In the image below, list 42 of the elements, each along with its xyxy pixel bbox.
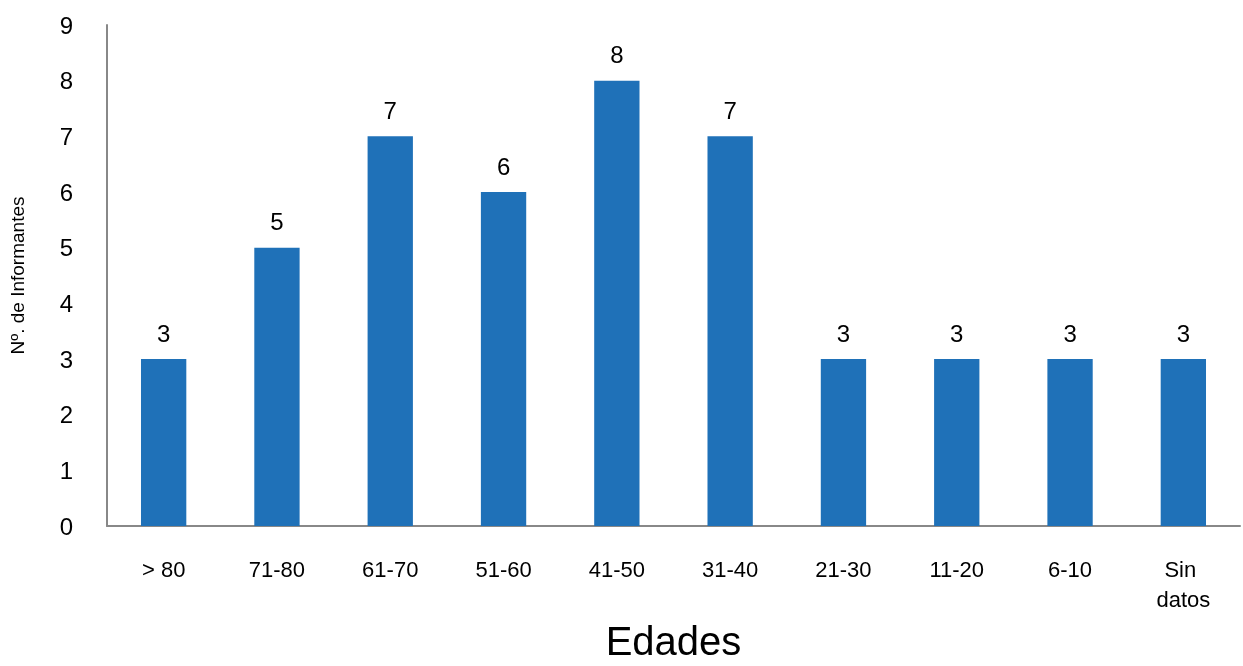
y-tick-label: 3 xyxy=(59,345,73,373)
data-label: 7 xyxy=(723,96,737,124)
data-label: 8 xyxy=(610,41,624,69)
y-tick-label: 5 xyxy=(59,234,73,262)
bar xyxy=(820,359,867,526)
data-label: 6 xyxy=(496,152,511,180)
y-tick-label: 1 xyxy=(59,456,73,484)
bar xyxy=(594,80,640,526)
x-tick-label: 31-40 xyxy=(702,556,759,582)
x-tick-label: 71-80 xyxy=(248,556,306,582)
data-label: 7 xyxy=(383,96,397,124)
y-tick-label: 2 xyxy=(59,401,73,429)
y-tick-label: 9 xyxy=(59,11,73,39)
x-tick-label: 61-70 xyxy=(362,556,419,582)
data-label: 3 xyxy=(156,319,171,347)
bar xyxy=(1160,359,1207,526)
y-tick-label: 0 xyxy=(59,512,73,540)
x-axis-title: Edades xyxy=(605,619,742,663)
bar xyxy=(934,359,980,526)
x-tick-label: 21-30 xyxy=(815,556,872,582)
x-tick-label: > 80 xyxy=(141,556,186,582)
bar xyxy=(480,192,527,526)
bar xyxy=(367,136,413,526)
bar xyxy=(707,136,753,526)
x-tick-label: 51-60 xyxy=(475,556,532,582)
bar xyxy=(140,359,187,526)
data-label: 3 xyxy=(1176,319,1191,347)
y-tick-label: 8 xyxy=(59,67,73,95)
x-tick-label: 41-50 xyxy=(588,556,645,582)
data-label: 3 xyxy=(950,319,964,347)
y-tick-label: 6 xyxy=(59,178,73,206)
data-label: 5 xyxy=(270,208,284,236)
y-tick-label: 7 xyxy=(59,122,73,150)
y-axis-title: Nº. de Informantes xyxy=(7,196,28,355)
bar xyxy=(254,247,300,526)
x-tick-label: 11-20 xyxy=(929,556,985,582)
y-tick-label: 4 xyxy=(59,289,73,317)
data-label: 3 xyxy=(836,319,851,347)
x-tick-label: Sin datos xyxy=(1156,556,1211,612)
data-label: 3 xyxy=(1063,319,1077,347)
bar xyxy=(1047,359,1093,526)
x-tick-label: 6-10 xyxy=(1048,556,1093,582)
